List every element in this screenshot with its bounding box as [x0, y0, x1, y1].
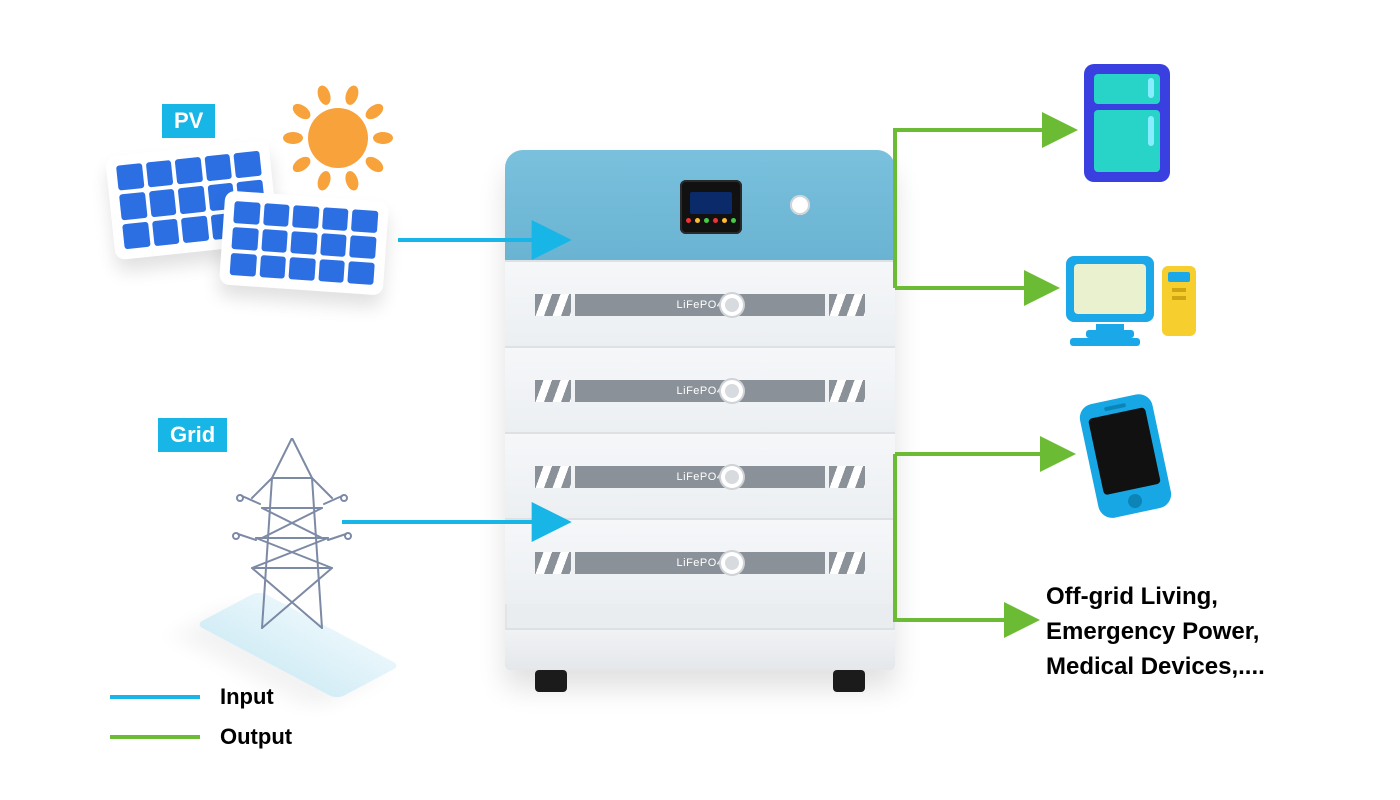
sun-icon — [278, 78, 398, 203]
battery-module-1: LiFePO4 — [505, 260, 895, 346]
legend-input-row: Input — [110, 684, 292, 710]
battery-module-2: LiFePO4 — [505, 346, 895, 432]
module-3-knob — [721, 466, 743, 488]
panel-2-cells — [230, 201, 379, 285]
battery-storage-unit: LiFePO4 LiFePO4 LiFePO4 LiFePO4 — [505, 150, 895, 670]
legend-output-row: Output — [110, 724, 292, 750]
solar-panel-2 — [219, 190, 389, 295]
module-4-knob — [721, 552, 743, 574]
module-1-stripe: LiFePO4 — [575, 294, 825, 316]
module-2-knob — [721, 380, 743, 402]
power-button — [790, 195, 810, 215]
wheel-left — [535, 670, 567, 692]
pv-badge: PV — [162, 104, 215, 138]
inverter-display — [680, 180, 742, 234]
module-3-stripe: LiFePO4 — [575, 466, 825, 488]
module-1-knob — [721, 294, 743, 316]
uses-line-2: Emergency Power, — [1046, 615, 1265, 650]
battery-module-3: LiFePO4 — [505, 432, 895, 518]
power-tower-icon — [232, 438, 352, 638]
module-2-stripe: LiFePO4 — [575, 380, 825, 402]
battery-module-4: LiFePO4 — [505, 518, 895, 604]
uses-line-1: Off-grid Living, — [1046, 580, 1265, 615]
legend-output-label: Output — [220, 724, 292, 750]
display-leds — [686, 218, 736, 223]
wheel-right — [833, 670, 865, 692]
uses-line-3: Medical Devices,.... — [1046, 650, 1265, 685]
legend-input-line — [110, 695, 200, 699]
pv-badge-text: PV — [174, 108, 203, 133]
module-1-label: LiFePO4 — [677, 299, 724, 311]
legend-output-line — [110, 735, 200, 739]
legend: Input Output — [110, 670, 292, 750]
grid-badge: Grid — [158, 418, 227, 452]
display-screen — [690, 192, 732, 214]
diagram-stage: PV Grid — [0, 0, 1400, 800]
module-2-label: LiFePO4 — [677, 385, 724, 397]
grid-badge-text: Grid — [170, 422, 215, 447]
phone-icon — [1073, 389, 1179, 528]
computer-icon — [1062, 252, 1202, 353]
legend-input-label: Input — [220, 684, 274, 710]
unit-base — [505, 628, 895, 670]
module-3-label: LiFePO4 — [677, 471, 724, 483]
module-4-label: LiFePO4 — [677, 557, 724, 569]
fridge-icon — [1082, 62, 1172, 189]
uses-text: Off-grid Living, Emergency Power, Medica… — [1046, 580, 1265, 684]
module-4-stripe: LiFePO4 — [575, 552, 825, 574]
